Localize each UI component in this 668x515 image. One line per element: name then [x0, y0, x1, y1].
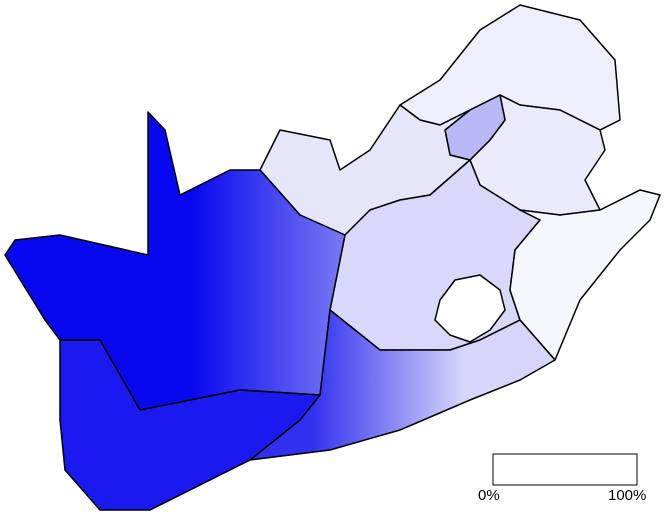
province-western-cape — [59, 339, 321, 511]
lesotho — [434, 274, 506, 343]
legend-max-label: 100% — [608, 487, 647, 504]
legend-colorbar — [492, 453, 638, 486]
province-kwazulu-natal — [509, 189, 661, 361]
province-eastern-cape — [249, 309, 556, 461]
legend-min-label: 0% — [478, 487, 500, 504]
